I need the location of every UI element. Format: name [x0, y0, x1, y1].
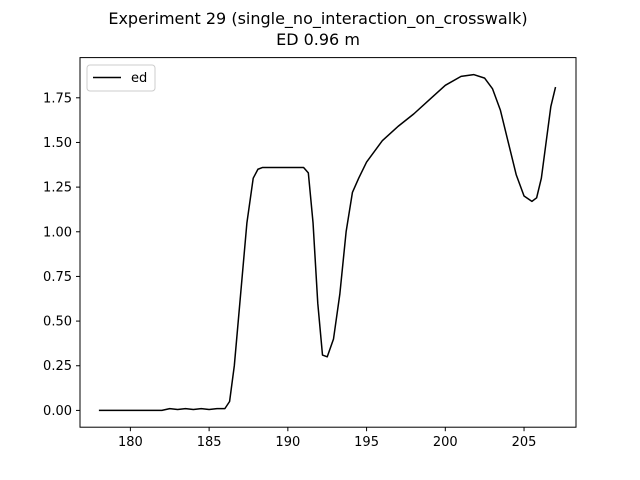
y-tick-label: 0.75	[43, 270, 72, 285]
x-tick-label: 205	[512, 435, 537, 450]
x-tick-label: 190	[275, 435, 300, 450]
y-tick-label: 0.25	[43, 359, 72, 374]
plot-area	[98, 73, 557, 412]
x-tick-label: 185	[197, 435, 222, 450]
x-tick-label: 195	[354, 435, 379, 450]
series-line-ed	[98, 73, 557, 412]
legend: ed	[86, 64, 156, 92]
y-tick-label: 0.50	[43, 315, 72, 330]
axis-ticks: 180 185 190 195 200 205 0.00 0.25 0.50 0.75 1.00 1.…	[43, 91, 536, 450]
y-tick-label: 0.00	[43, 404, 72, 419]
plot-frame	[79, 57, 577, 428]
chart-subtitle: ED 0.96 m	[276, 30, 360, 49]
y-tick-label: 1.50	[43, 136, 72, 151]
x-tick-label: 200	[433, 435, 458, 450]
y-tick-label: 1.75	[43, 91, 72, 106]
chart-title: Experiment 29 (single_no_interaction_on_…	[108, 9, 527, 29]
y-tick-label: 1.25	[43, 181, 72, 196]
x-tick-label: 180	[118, 435, 143, 450]
y-tick-label: 1.00	[43, 225, 72, 240]
legend-label-ed: ed	[131, 71, 147, 86]
